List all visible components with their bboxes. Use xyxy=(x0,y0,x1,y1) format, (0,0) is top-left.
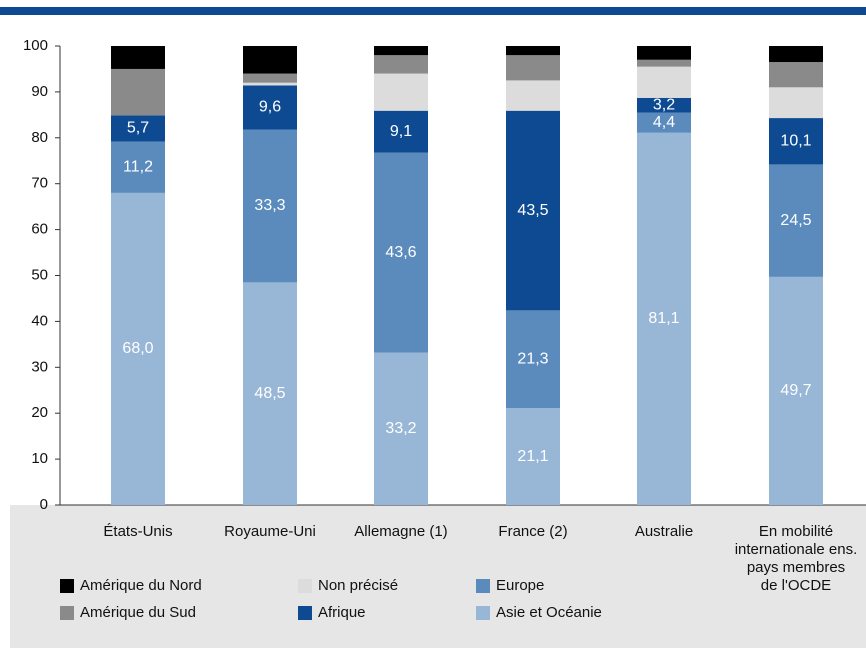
value-label: 81,1 xyxy=(648,310,679,327)
bar-segment xyxy=(243,82,297,86)
legend-label: Amérique du Sud xyxy=(80,604,196,621)
bar-segment xyxy=(111,115,165,142)
footer-panel xyxy=(10,505,866,648)
value-label: 68,0 xyxy=(122,340,153,357)
bar-segment xyxy=(769,87,823,119)
bar-segment xyxy=(506,46,560,56)
value-label: 5,7 xyxy=(127,120,149,137)
value-label: 11,2 xyxy=(123,158,153,175)
x-tick-label: Royaume-Uni xyxy=(224,523,316,540)
bar-segment xyxy=(111,141,165,193)
bar-segment xyxy=(506,55,560,81)
legend-label: Afrique xyxy=(318,604,366,621)
legend-swatch xyxy=(476,606,490,620)
legend-swatch xyxy=(60,579,74,593)
value-label: 9,1 xyxy=(390,123,412,140)
bar-segment xyxy=(374,73,428,111)
legend-label: Non précisé xyxy=(318,577,398,594)
value-label: 33,2 xyxy=(385,420,416,437)
value-label: 9,6 xyxy=(259,99,281,116)
bar-segment xyxy=(637,112,691,133)
x-tick-label-line: internationale ens. xyxy=(735,541,858,558)
x-tick-label-line: de l'OCDE xyxy=(761,577,831,594)
bar-segment xyxy=(374,55,428,74)
bar-segment xyxy=(374,352,428,505)
bar-segment xyxy=(506,408,560,505)
y-tick-label: 100 xyxy=(23,37,48,54)
y-tick-label: 20 xyxy=(31,404,48,421)
legend-label: Europe xyxy=(496,577,544,594)
x-tick-label-line: En mobilité xyxy=(759,523,833,540)
value-label: 10,1 xyxy=(780,132,811,149)
y-tick-label: 10 xyxy=(31,450,48,467)
x-tick-label: En mobilité internationale ens. pays membr… xyxy=(735,523,858,594)
x-tick-label-line: pays membres xyxy=(747,559,845,576)
bar-segment xyxy=(243,46,297,74)
bar-segment xyxy=(637,59,691,67)
bar-segment xyxy=(111,192,165,505)
x-tick-label: Allemagne (1) xyxy=(354,523,447,540)
bar-segment xyxy=(374,46,428,56)
bar-segment xyxy=(637,46,691,60)
bar-segment xyxy=(506,110,560,311)
bar-segment xyxy=(769,276,823,505)
bar-segment xyxy=(769,118,823,165)
legend-label: Amérique du Nord xyxy=(80,577,202,594)
legend-swatch xyxy=(476,579,490,593)
value-label: 43,6 xyxy=(385,244,416,261)
bar-segment xyxy=(637,97,691,113)
value-label: 3,2 xyxy=(653,96,675,113)
y-tick-label: 80 xyxy=(31,129,48,146)
x-tick-label: Australie xyxy=(635,523,693,540)
value-label: 48,5 xyxy=(254,385,285,402)
legend-label: Asie et Océanie xyxy=(496,604,602,621)
legend-swatch xyxy=(60,606,74,620)
y-tick-label: 60 xyxy=(31,221,48,238)
x-tick-label: France (2) xyxy=(498,523,567,540)
bar-segment xyxy=(243,282,297,505)
bar-segment xyxy=(637,132,691,505)
bar-segment xyxy=(374,110,428,153)
bar-segment xyxy=(506,310,560,409)
bar-segment xyxy=(374,152,428,353)
value-label: 21,1 xyxy=(517,448,548,465)
legend-swatch xyxy=(298,579,312,593)
header-band xyxy=(0,7,866,15)
value-label: 33,3 xyxy=(254,197,285,214)
value-label: 43,5 xyxy=(517,202,548,219)
bar-segment xyxy=(769,62,823,88)
y-tick-label: 50 xyxy=(31,266,48,283)
value-label: 49,7 xyxy=(780,382,811,399)
bar-segment xyxy=(111,46,165,69)
bar-segment xyxy=(769,164,823,277)
y-tick-label: 30 xyxy=(31,358,48,375)
bar-segment xyxy=(506,80,560,111)
legend-swatch xyxy=(298,606,312,620)
bar-segment xyxy=(243,129,297,283)
x-tick-label: États-Unis xyxy=(103,523,172,540)
y-tick-label: 40 xyxy=(31,312,48,329)
bar-segment xyxy=(769,46,823,63)
value-label: 21,3 xyxy=(517,350,548,367)
bar-segment xyxy=(111,68,165,116)
y-tick-label: 0 xyxy=(40,496,48,513)
y-tick-label: 90 xyxy=(31,83,48,100)
value-label: 4,4 xyxy=(653,114,675,131)
bar-segment xyxy=(243,85,297,130)
y-tick-label: 70 xyxy=(31,175,48,192)
bar-segment xyxy=(637,66,691,98)
value-label: 24,5 xyxy=(780,212,811,229)
bar-segment xyxy=(243,73,297,83)
